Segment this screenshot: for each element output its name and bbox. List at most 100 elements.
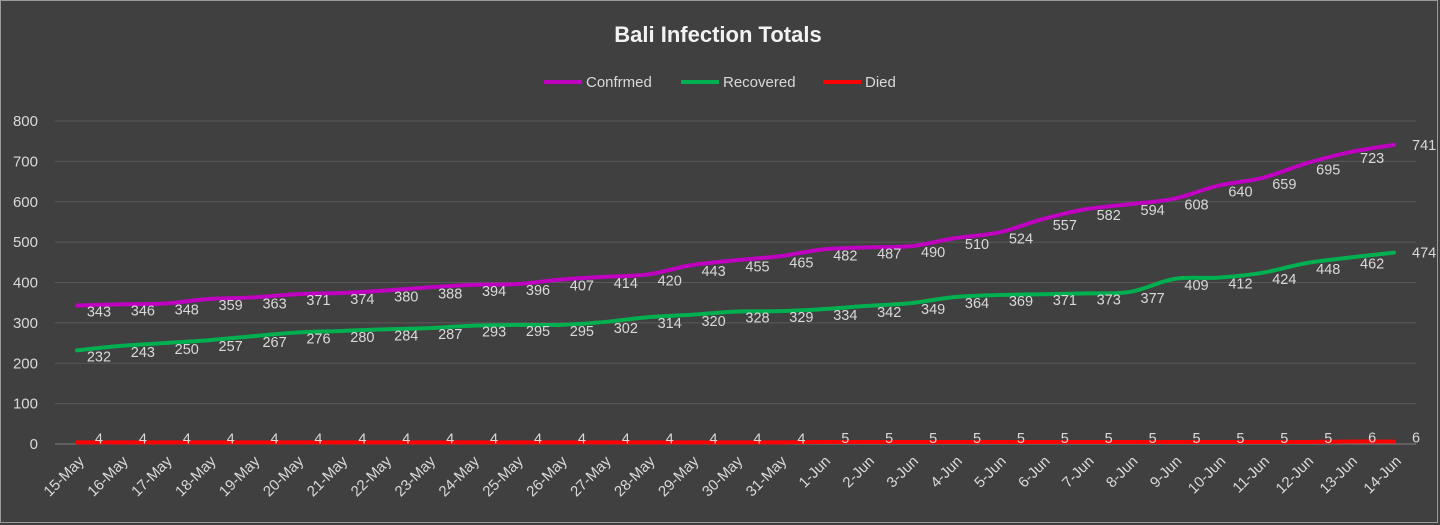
data-label: 462: [1360, 256, 1384, 272]
x-tick-label: 14-Jun: [1360, 453, 1404, 497]
data-label: 5: [885, 431, 893, 447]
data-label: 243: [131, 345, 155, 361]
x-tick-label: 21-May: [304, 452, 352, 500]
data-label: 4: [139, 431, 147, 447]
x-tick-label: 17-May: [128, 452, 176, 500]
data-label: 295: [526, 324, 550, 340]
legend-label-confrmed: Confrmed: [586, 74, 652, 91]
data-label: 409: [1184, 278, 1208, 294]
data-label: 5: [1149, 431, 1157, 447]
data-label: 346: [131, 303, 155, 319]
data-label: 284: [394, 328, 418, 344]
data-label: 257: [219, 339, 243, 355]
y-tick-label: 100: [13, 396, 38, 413]
data-label: 5: [973, 431, 981, 447]
data-label: 6: [1412, 431, 1420, 447]
data-label: 374: [350, 292, 374, 308]
x-tick-label: 11-Jun: [1229, 453, 1273, 497]
data-label: 295: [570, 324, 594, 340]
data-label: 6: [1368, 431, 1376, 447]
data-label: 5: [841, 431, 849, 447]
data-label: 482: [833, 248, 857, 264]
x-tick-label: 4-Jun: [927, 453, 966, 492]
data-label: 443: [701, 264, 725, 280]
data-label: 594: [1141, 203, 1165, 219]
data-label: 380: [394, 290, 418, 306]
data-label: 280: [350, 330, 374, 346]
data-label: 510: [965, 237, 989, 253]
x-tick-label: 1-Jun: [796, 453, 835, 492]
data-label: 455: [745, 259, 769, 275]
data-label: 377: [1141, 291, 1165, 307]
data-label: 4: [314, 431, 322, 447]
y-tick-label: 300: [13, 315, 38, 332]
data-label: 487: [877, 246, 901, 262]
data-label: 396: [526, 283, 550, 299]
data-label: 420: [658, 273, 682, 289]
series-line-confrmed: [74, 142, 1397, 308]
data-label: 371: [1053, 293, 1077, 309]
x-tick-label: 19-May: [216, 452, 264, 500]
data-label: 334: [833, 308, 857, 324]
x-tick-label: 2-Jun: [839, 453, 878, 492]
data-label: 369: [1009, 294, 1033, 310]
x-tick-label: 8-Jun: [1103, 453, 1142, 492]
data-label: 4: [710, 431, 718, 447]
x-tick-label: 27-May: [567, 452, 615, 500]
data-label: 4: [227, 431, 235, 447]
data-label: 5: [1017, 431, 1025, 447]
series-line-died: [74, 439, 1397, 445]
data-label: 608: [1184, 198, 1208, 214]
data-label: 276: [306, 332, 330, 348]
data-label: 582: [1097, 208, 1121, 224]
data-label: 287: [438, 327, 462, 343]
data-label: 407: [570, 279, 594, 295]
x-tick-label: 16-May: [84, 452, 132, 500]
x-tick-label: 28-May: [611, 452, 659, 500]
x-tick-label: 3-Jun: [883, 453, 922, 492]
data-label: 4: [446, 431, 454, 447]
y-axis: 0 100 200 300 400 500 600 700 800: [13, 113, 38, 453]
data-label: 4: [622, 431, 630, 447]
data-label: 371: [306, 293, 330, 309]
data-label: 328: [745, 311, 769, 327]
x-tick-label: 7-Jun: [1059, 453, 1098, 492]
series-lines: [74, 142, 1397, 445]
y-tick-label: 800: [13, 113, 38, 130]
data-label: 359: [219, 298, 243, 314]
data-label: 348: [175, 302, 199, 318]
series-line-recovered: [74, 250, 1397, 353]
x-tick-label: 13-Jun: [1317, 453, 1361, 497]
data-label: 659: [1272, 177, 1296, 193]
data-label: 4: [490, 431, 498, 447]
data-labels: 343 346 348 359 363 371 374 380 388 394 396 407 414 4…: [87, 138, 1436, 448]
data-label: 342: [877, 305, 901, 321]
data-label: 232: [87, 349, 111, 365]
data-label: 4: [753, 431, 761, 447]
data-label: 4: [402, 431, 410, 447]
x-tick-label: 6-Jun: [1015, 453, 1054, 492]
y-tick-label: 0: [30, 436, 38, 453]
data-label: 4: [95, 431, 103, 447]
data-label: 5: [1324, 431, 1332, 447]
x-tick-label: 26-May: [523, 452, 571, 500]
legend-label-recovered: Recovered: [723, 74, 796, 91]
data-label: 5: [1280, 431, 1288, 447]
data-label: 364: [965, 296, 989, 312]
y-tick-label: 400: [13, 275, 38, 292]
x-tick-label: 12-Jun: [1273, 453, 1317, 497]
x-tick-label: 20-May: [260, 452, 308, 500]
data-label: 414: [614, 276, 638, 292]
chart-title: Bali Infection Totals: [614, 22, 821, 47]
data-label: 640: [1228, 185, 1252, 201]
y-tick-label: 600: [13, 194, 38, 211]
data-label: 5: [1105, 431, 1113, 447]
data-label: 4: [271, 431, 279, 447]
data-label: 4: [534, 431, 542, 447]
data-label: 250: [175, 342, 199, 358]
data-label: 373: [1097, 292, 1121, 308]
data-label: 424: [1272, 272, 1296, 288]
data-label: 363: [262, 296, 286, 312]
data-label: 349: [921, 302, 945, 318]
